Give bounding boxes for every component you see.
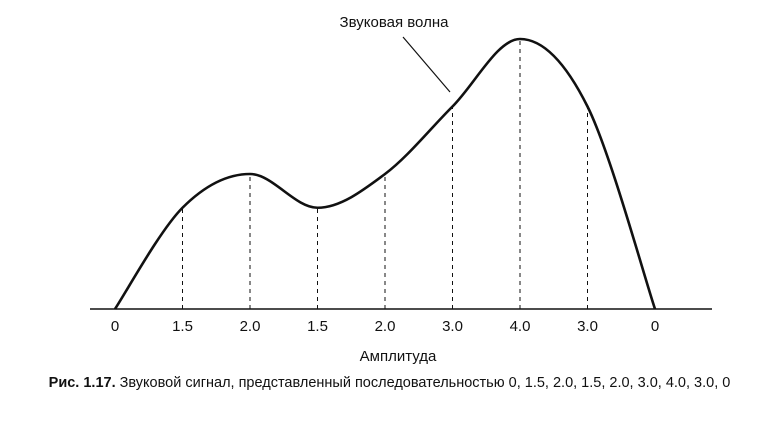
- tick-label: 3.0: [577, 318, 598, 335]
- callout-leader-line: [402, 36, 451, 93]
- tick-label: 1.5: [307, 318, 328, 335]
- axis-title: Амплитуда: [360, 348, 437, 365]
- sound-wave-curve: [113, 37, 657, 310]
- tick-label: 4.0: [510, 318, 531, 335]
- tick-label: 2.0: [240, 318, 261, 335]
- figure-caption-text: Звуковой сигнал, представленный последов…: [119, 375, 731, 391]
- sample-lines: [182, 39, 588, 309]
- tick-label: 1.5: [172, 318, 193, 335]
- amplitude-tick-labels: 0 1.5 2.0 1.5 2.0 3.0 4.0 3.0 0: [111, 318, 659, 335]
- sound-wave-diagram: Звуковая волна 0 1.5 2.0 1.5 2.0 3.0 4.0 3.0 0 А…: [90, 14, 712, 365]
- tick-label: 0: [111, 318, 119, 335]
- sound-wave-callout: Звуковая волна: [340, 14, 450, 31]
- figure-caption: Рис. 1.17. Звуковой сигнал, представленн…: [0, 374, 779, 393]
- tick-label: 0: [651, 318, 659, 335]
- figure-caption-label: Рис. 1.17.: [48, 375, 116, 391]
- tick-label: 2.0: [375, 318, 396, 335]
- tick-label: 3.0: [442, 318, 463, 335]
